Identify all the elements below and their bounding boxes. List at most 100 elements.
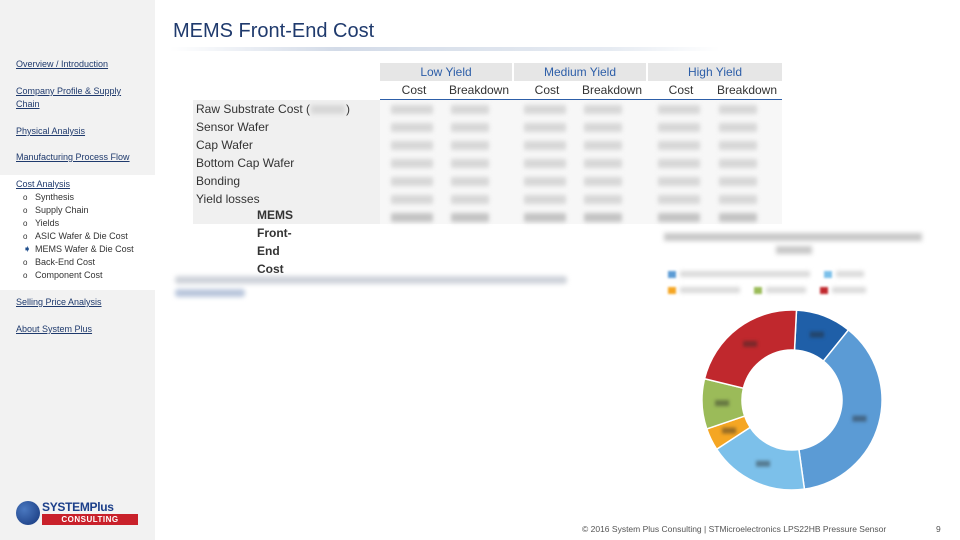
globe-icon [16,501,40,525]
bullet-icon: o [23,271,28,280]
submenu-item-back-end[interactable]: o Back-End Cost [23,256,134,269]
nav-link-physical-analysis[interactable]: Physical Analysis [16,126,86,136]
page-title: MEMS Front-End Cost [173,20,375,42]
legend-swatch [820,286,828,294]
logo-wordmark: SYSTEMPlus [42,500,114,514]
legend-swatch [668,286,676,294]
redacted-value [719,159,757,168]
redacted-value [658,177,700,186]
bullet-icon: o [23,206,28,215]
sidebar-active-section [0,175,155,290]
redacted-value [584,123,622,132]
nav-link-selling-price[interactable]: Selling Price Analysis [16,297,102,307]
redacted-value [311,105,346,115]
submenu-item-asic-wafer[interactable]: o ASIC Wafer & Die Cost [23,230,134,243]
redacted-value [658,159,700,168]
submenu-item-yields[interactable]: o Yields [23,217,134,230]
redacted-line [776,246,812,254]
bullet-icon: o [23,219,28,228]
redacted-value [524,195,566,204]
legend-label-redacted [836,271,864,277]
redacted-value [391,177,433,186]
redacted-value [391,213,433,222]
bullet-icon: o [23,193,28,202]
nav-link-manufacturing-process[interactable]: Manufacturing Process Flow [16,152,130,162]
redacted-value [658,195,700,204]
legend-label-redacted [832,287,866,293]
table-data-area [380,100,782,224]
redacted-value [391,123,433,132]
row-label-column [193,100,380,224]
submenu-item-synthesis[interactable]: o Synthesis [23,191,134,204]
redacted-line [175,289,245,297]
donut-slice-label-redacted [852,415,867,422]
legend-swatch [754,286,762,294]
subheader-cost: Cost [401,83,427,97]
redacted-value [584,159,622,168]
redacted-value [524,141,566,150]
legend-label-redacted [766,287,806,293]
header-medium-yield: Medium Yield [514,63,646,81]
redacted-value [451,177,489,186]
redacted-value [451,123,489,132]
redacted-value [451,159,489,168]
redacted-value [524,123,566,132]
row-label-suffix: ) [346,102,351,116]
submenu-item-mems-wafer[interactable]: ➧ MEMS Wafer & Die Cost [23,243,134,256]
bullet-icon: o [23,232,28,241]
redacted-value [658,141,700,150]
table-row-label: Bonding [196,174,241,188]
donut-slice [703,309,798,390]
redacted-value [524,105,566,114]
redacted-value [524,159,566,168]
header-underline [380,99,782,100]
table-total-label: MEMS Front-End Cost [257,208,293,276]
redacted-value [451,213,489,222]
submenu-item-label: Synthesis [35,192,75,202]
title-divider [170,47,720,51]
redacted-value [719,123,757,132]
redacted-value [391,159,433,168]
donut-slice-label-redacted [715,400,730,407]
redacted-value [451,141,489,150]
redacted-value [584,105,622,114]
redacted-value [584,195,622,204]
redacted-value [451,195,489,204]
row-label-text: Raw Substrate Cost ( [196,102,311,116]
chart-title-redacted [664,233,924,259]
submenu-item-component-cost[interactable]: o Component Cost [23,269,134,282]
subheader-breakdown: Breakdown [448,83,510,97]
page-number: 9 [936,524,941,534]
table-row-label: Yield losses [196,192,260,206]
submenu-item-supply-chain[interactable]: o Supply Chain [23,204,134,217]
redacted-value [584,141,622,150]
table-row-label: Sensor Wafer [196,120,269,134]
redacted-value [658,123,700,132]
redacted-value [524,177,566,186]
redacted-value [451,105,489,114]
redacted-line [175,276,567,284]
submenu-item-label: ASIC Wafer & Die Cost [35,231,128,241]
submenu-item-label: Back-End Cost [35,257,96,267]
donut-slice-label-redacted [743,340,758,347]
donut-slice [798,328,883,490]
submenu-item-label: Component Cost [35,270,103,280]
nav-link-company-profile[interactable]: Company Profile & Supply Chain [16,86,122,109]
table-row-label: Raw Substrate Cost () [196,100,350,118]
redacted-value [719,195,757,204]
chart-legend [668,266,884,298]
table-row-label: Bottom Cap Wafer [196,156,295,170]
legend-swatch [668,270,676,278]
legend-label-redacted [680,287,740,293]
redacted-value [391,105,433,114]
subheader-breakdown: Breakdown [716,83,778,97]
redacted-value [719,177,757,186]
nav-link-overview[interactable]: Overview / Introduction [16,59,109,69]
nav-link-cost-analysis[interactable]: Cost Analysis [16,179,71,189]
donut-chart [701,309,883,491]
table-row-label: Cap Wafer [196,138,253,152]
legend-swatch [824,270,832,278]
subheader-cost: Cost [534,83,560,97]
active-arrow-icon: ➧ [23,244,32,255]
nav-link-about[interactable]: About System Plus [16,324,93,334]
